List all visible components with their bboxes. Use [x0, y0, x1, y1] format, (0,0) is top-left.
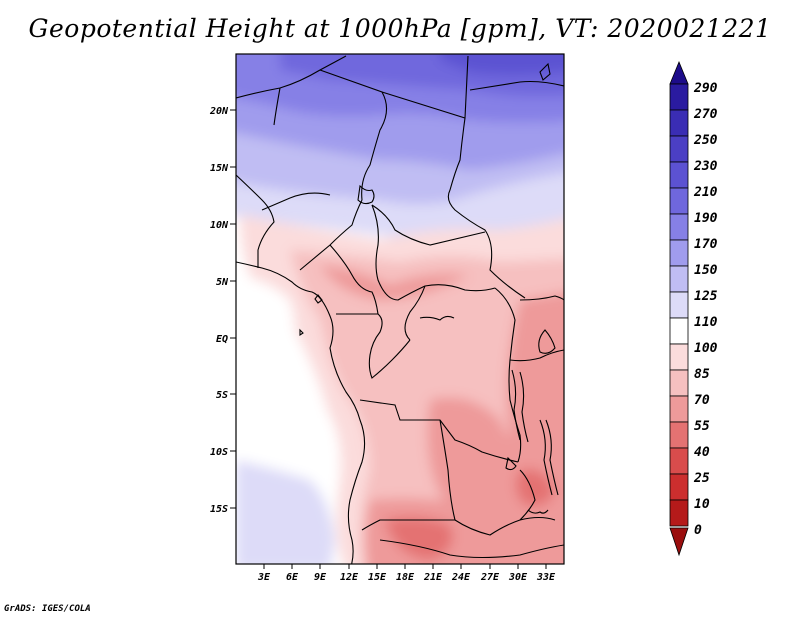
- lat-axis: 20N 15N 10N 5N EQ 5S 10S 15S: [209, 106, 236, 515]
- lon-label: 30E: [508, 572, 528, 583]
- map-frame: [235, 53, 565, 565]
- footer-credit: GrADS: IGES/COLA: [4, 604, 91, 614]
- country-borders: [236, 55, 564, 564]
- colorbar-label: 210: [693, 185, 718, 200]
- colorbar-label: 110: [694, 315, 718, 330]
- colorbar-label: 100: [694, 341, 718, 356]
- lat-label: 5N: [216, 277, 229, 288]
- colorbar-top-arrow: [669, 60, 689, 85]
- lon-label: 6E: [286, 572, 299, 583]
- colorbar-cell: [669, 447, 689, 475]
- height-field: [236, 54, 564, 564]
- lon-axis: 3E 6E 9E 12E 15E 18E 21E 24E 27E 30E 33E: [257, 564, 556, 583]
- colorbar-cell: [669, 239, 689, 267]
- lon-label: 27E: [480, 572, 500, 583]
- colorbar-label: 150: [694, 263, 718, 278]
- colorbar-cell: [669, 213, 689, 241]
- lat-label: 20N: [209, 106, 229, 117]
- lon-label: 3E: [257, 572, 271, 583]
- lat-label: 15S: [210, 504, 228, 515]
- colorbar-label: 170: [694, 237, 718, 252]
- lon-label: 18E: [396, 572, 415, 583]
- colorbar-cell: [669, 187, 689, 215]
- lat-label: 10N: [210, 220, 229, 231]
- lon-label: 21E: [423, 572, 443, 583]
- colorbar-label: 270: [693, 107, 718, 122]
- lon-label: 24E: [451, 572, 471, 583]
- colorbar-label: 290: [693, 81, 718, 96]
- colorbar-cell: [669, 83, 689, 111]
- lat-label: EQ: [216, 334, 228, 345]
- colorbar-label: 230: [693, 159, 718, 174]
- colorbar-cell: [669, 473, 689, 501]
- colorbar-cell: [669, 369, 689, 397]
- colorbar-label: 55: [694, 419, 710, 434]
- colorbar-label: 250: [693, 133, 718, 148]
- colorbar-label: 70: [694, 393, 710, 408]
- lat-label: 15N: [210, 163, 229, 174]
- colorbar-bottom-arrow: [669, 527, 689, 557]
- colorbar-label: 125: [694, 289, 718, 304]
- colorbar-cell: [669, 291, 689, 319]
- colorbar-label: 25: [693, 471, 710, 486]
- colorbar-cell: [669, 395, 689, 423]
- chart-title: Geopotential Height at 1000hPa [gpm], VT…: [28, 14, 772, 43]
- colorbar-label: 85: [694, 367, 710, 382]
- colorbar-cell: [669, 161, 689, 189]
- lon-label: 12E: [340, 572, 359, 583]
- colorbar-cell: [669, 135, 689, 163]
- lon-label: 15E: [368, 572, 387, 583]
- colorbar-cell: [669, 343, 689, 371]
- colorbar-cells: [669, 83, 689, 527]
- colorbar-cell: [669, 499, 689, 527]
- colorbar-label: 190: [694, 211, 718, 226]
- colorbar-cell: [669, 265, 689, 293]
- lat-label: 5S: [216, 390, 228, 401]
- colorbar-label: 10: [694, 497, 710, 512]
- colorbar-label: 0: [694, 523, 702, 538]
- lon-label: 9E: [314, 572, 327, 583]
- colorbar-cell: [669, 317, 689, 345]
- lon-label: 33E: [536, 572, 556, 583]
- colorbar: 290 270 250 230 210 190 170 150 125 110 …: [669, 60, 718, 557]
- lat-label: 10S: [210, 447, 228, 458]
- colorbar-cell: [669, 109, 689, 137]
- colorbar-label: 40: [694, 445, 710, 460]
- colorbar-cell: [669, 421, 689, 449]
